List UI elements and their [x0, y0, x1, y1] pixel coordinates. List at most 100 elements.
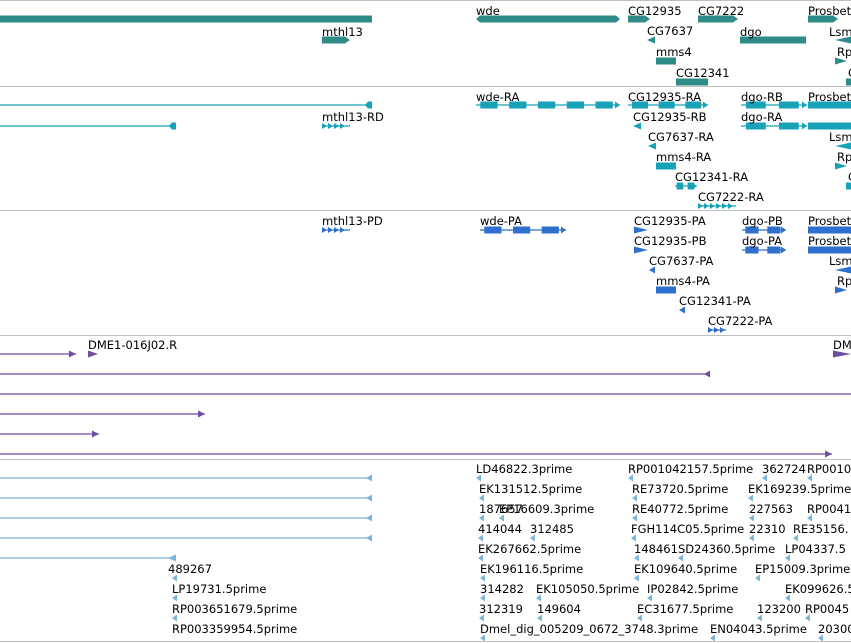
est-feature-glyph[interactable]: [478, 554, 484, 562]
protein-feature-glyph[interactable]: [634, 226, 648, 234]
gene-feature-glyph[interactable]: [628, 15, 650, 23]
protein-feature-glyph[interactable]: [322, 226, 350, 234]
est-feature-glyph[interactable]: [479, 614, 485, 622]
gene-feature-glyph[interactable]: [322, 36, 350, 44]
protein-feature-glyph[interactable]: [835, 266, 851, 274]
gene-feature-glyph[interactable]: [835, 36, 851, 44]
protein-feature-glyph[interactable]: [679, 306, 685, 314]
est-feature-glyph[interactable]: [757, 614, 763, 622]
est-feature-glyph[interactable]: [479, 514, 485, 522]
protein-feature-glyph[interactable]: [634, 246, 648, 254]
est-feature-glyph[interactable]: [632, 514, 638, 522]
clone-feature-glyph[interactable]: [0, 410, 205, 418]
protein-feature-glyph[interactable]: [835, 286, 847, 294]
gene-feature-glyph[interactable]: [808, 15, 838, 23]
est-feature-glyph[interactable]: [631, 534, 637, 542]
gene-feature-glyph[interactable]: [476, 15, 620, 23]
gene-feature-glyph[interactable]: [698, 15, 738, 23]
est-feature-glyph[interactable]: [172, 594, 178, 602]
est-feature-glyph[interactable]: [634, 554, 640, 562]
est-feature-glyph[interactable]: [755, 574, 761, 582]
gene-feature-glyph[interactable]: [647, 36, 655, 44]
est-feature-glyph[interactable]: [634, 574, 640, 582]
est-feature-glyph[interactable]: [807, 474, 813, 482]
transcript-feature-glyph[interactable]: [835, 142, 851, 150]
est-feature-glyph[interactable]: [476, 474, 482, 482]
transcript-feature-glyph[interactable]: [633, 122, 641, 130]
est-feature-glyph[interactable]: [478, 534, 484, 542]
est-feature-glyph[interactable]: [530, 534, 536, 542]
est-feature-glyph[interactable]: [172, 614, 178, 622]
est-feature-glyph[interactable]: [0, 514, 372, 522]
est-feature-glyph[interactable]: [678, 554, 684, 562]
clone-feature-glyph[interactable]: [0, 350, 76, 358]
est-feature-glyph[interactable]: [0, 474, 372, 482]
est-feature-glyph[interactable]: [172, 574, 178, 582]
est-feature-glyph[interactable]: [479, 494, 485, 502]
transcript-feature-glyph[interactable]: [322, 122, 350, 130]
est-feature-glyph[interactable]: [0, 554, 176, 562]
protein-feature-glyph[interactable]: [742, 246, 786, 254]
protein-feature-glyph[interactable]: [480, 226, 566, 234]
est-feature-label: 123200: [757, 602, 801, 616]
transcript-feature-glyph[interactable]: [808, 101, 851, 109]
est-feature-glyph[interactable]: [480, 574, 486, 582]
gene-feature-glyph[interactable]: [846, 78, 851, 86]
est-feature-glyph[interactable]: [785, 554, 791, 562]
est-feature-glyph[interactable]: [807, 514, 813, 522]
transcript-feature-glyph[interactable]: [835, 162, 847, 170]
gene-feature-glyph[interactable]: [835, 57, 847, 65]
est-feature-glyph[interactable]: [0, 534, 372, 542]
protein-feature-glyph[interactable]: [708, 326, 726, 334]
transcript-feature-glyph[interactable]: [476, 101, 620, 109]
gene-feature-glyph[interactable]: [740, 36, 806, 44]
transcript-feature-glyph[interactable]: [656, 162, 676, 170]
est-feature-glyph[interactable]: [480, 634, 486, 642]
gene-feature-label: Rp: [837, 45, 851, 59]
est-feature-glyph[interactable]: [168, 554, 176, 562]
clone-feature-glyph[interactable]: [0, 370, 710, 378]
clone-feature-glyph[interactable]: [833, 350, 851, 358]
est-feature-glyph[interactable]: [748, 494, 754, 502]
est-feature-glyph[interactable]: [710, 634, 716, 642]
transcript-feature-glyph[interactable]: [648, 142, 656, 150]
gene-feature-glyph[interactable]: [676, 78, 708, 86]
est-feature-glyph[interactable]: [499, 514, 505, 522]
transcript-feature-glyph[interactable]: [741, 122, 807, 130]
protein-feature-glyph[interactable]: [808, 226, 851, 234]
est-feature-glyph[interactable]: [762, 474, 768, 482]
est-feature-glyph[interactable]: [793, 534, 799, 542]
clone-feature-glyph[interactable]: [0, 430, 99, 438]
est-feature-glyph[interactable]: [805, 614, 811, 622]
est-feature-glyph[interactable]: [628, 474, 634, 482]
est-feature-glyph[interactable]: [647, 594, 653, 602]
protein-feature-glyph[interactable]: [742, 226, 786, 234]
est-feature-glyph[interactable]: [749, 534, 755, 542]
est-feature-glyph[interactable]: [0, 494, 372, 502]
protein-feature-glyph[interactable]: [656, 286, 676, 294]
clone-feature-glyph[interactable]: [0, 390, 851, 398]
clone-feature-glyph[interactable]: [0, 450, 832, 458]
protein-feature-glyph[interactable]: [808, 246, 851, 254]
est-feature-glyph[interactable]: [818, 634, 824, 642]
est-feature-glyph[interactable]: [536, 594, 542, 602]
clone-feature-glyph[interactable]: [88, 350, 98, 358]
transcript-feature-glyph[interactable]: [0, 122, 176, 130]
est-feature-glyph[interactable]: [632, 494, 638, 502]
transcript-feature-glyph[interactable]: [628, 101, 708, 109]
gene-feature-glyph[interactable]: [656, 57, 676, 65]
gene-feature-glyph[interactable]: [0, 15, 372, 23]
transcript-feature-glyph[interactable]: [0, 101, 372, 109]
transcript-feature-glyph[interactable]: [698, 202, 736, 210]
track-separator: [0, 86, 851, 87]
est-feature-glyph[interactable]: [480, 594, 486, 602]
est-feature-glyph[interactable]: [749, 514, 755, 522]
transcript-feature-glyph[interactable]: [846, 182, 851, 190]
est-feature-glyph[interactable]: [537, 614, 543, 622]
transcript-feature-glyph[interactable]: [808, 122, 851, 130]
protein-feature-glyph[interactable]: [649, 266, 655, 274]
est-feature-glyph[interactable]: [785, 594, 791, 602]
est-feature-glyph[interactable]: [637, 614, 643, 622]
transcript-feature-glyph[interactable]: [741, 101, 807, 109]
transcript-feature-glyph[interactable]: [675, 182, 697, 190]
